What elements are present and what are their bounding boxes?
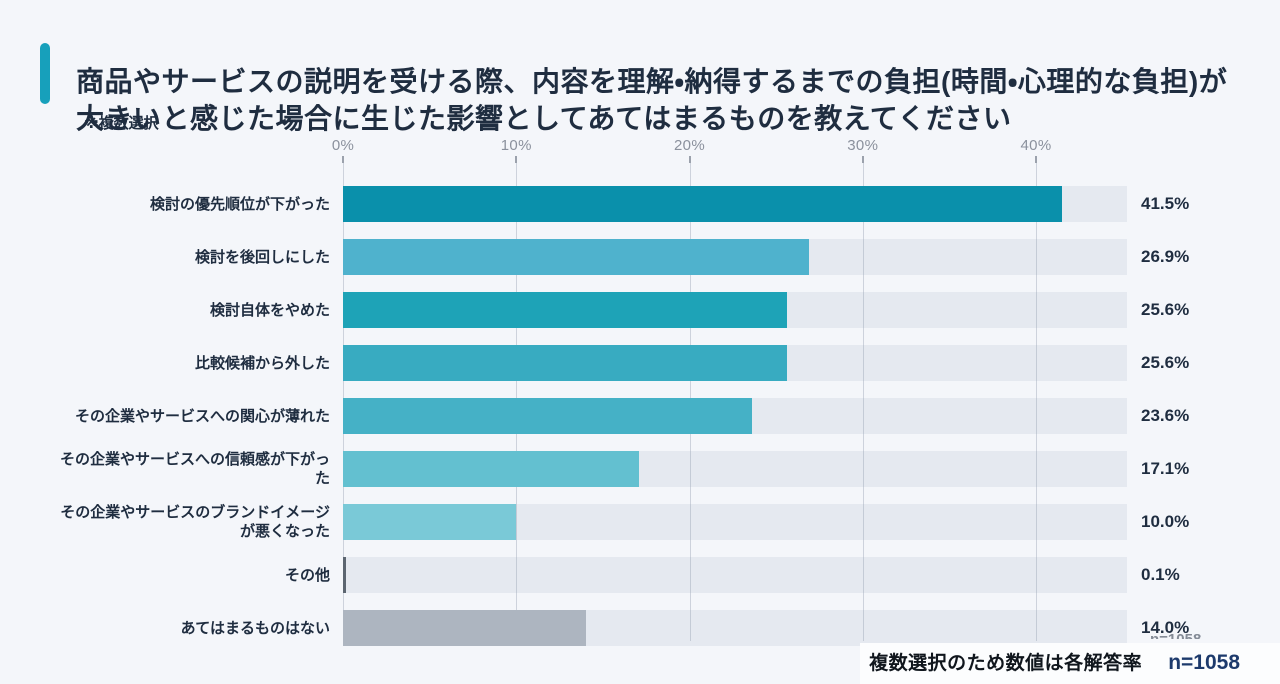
bar-track — [343, 557, 1127, 593]
category-label: 比較候補から外した — [194, 354, 330, 372]
sample-size: n=1058 — [1168, 651, 1240, 674]
category-label: その企業やサービスのブランドイメージ が悪くなった — [60, 504, 330, 540]
bar-segment[interactable] — [343, 610, 586, 646]
value-label: 0.1% — [1141, 565, 1180, 584]
x-axis-tick-mark — [688, 156, 691, 163]
x-axis-tick-mark — [342, 156, 344, 163]
gridline — [862, 163, 864, 641]
bar-segment[interactable] — [343, 451, 640, 487]
bar-segment[interactable] — [343, 398, 752, 434]
bar-segment[interactable] — [343, 345, 787, 381]
category-label: その他 — [284, 566, 330, 584]
bar-segment[interactable] — [343, 239, 810, 275]
category-label: 検討の優先順位が下がった — [149, 195, 330, 213]
category-label: 検討を後回しにした — [194, 248, 330, 266]
value-label: 23.6% — [1141, 406, 1190, 425]
title-accent-bar — [40, 43, 50, 104]
x-axis-tick-mark — [1035, 156, 1037, 163]
category-label: あてはまるものはない — [180, 619, 330, 637]
value-label: 25.6% — [1141, 353, 1190, 372]
bar-segment[interactable] — [343, 557, 346, 593]
x-axis-tick-label: 40% — [1020, 137, 1052, 154]
page-title: 商品やサービスの説明を受ける際、内容を理解・納得するまでの負担(時間・心理的な負… — [76, 65, 1228, 134]
chart-footnote: 複数選択のため数値は各解答率 n=1058 — [869, 648, 1240, 675]
value-label: 14.0% — [1141, 618, 1190, 637]
category-label: その企業やサービスへの信頼感が下がっ た — [59, 451, 330, 487]
footnote-text: 複数選択のため数値は各解答率 — [869, 653, 1143, 674]
value-label: 41.5% — [1141, 194, 1190, 213]
gridline — [1036, 163, 1037, 641]
category-label: その企業やサービスへの関心が薄れた — [74, 407, 330, 425]
x-axis-tick-label: 10% — [500, 137, 532, 154]
value-label: 17.1% — [1141, 459, 1190, 478]
x-axis-tick-label: 20% — [674, 137, 705, 154]
category-label: 検討自体をやめた — [209, 301, 330, 319]
x-axis-tick-mark — [515, 156, 518, 163]
bar-segment[interactable] — [343, 186, 1062, 222]
bar-segment[interactable] — [343, 292, 787, 328]
footer-background — [860, 643, 1280, 684]
x-axis-tick-mark — [861, 156, 864, 163]
covered-text-fragment: n=1058 — [1150, 631, 1220, 639]
value-label: 10.0% — [1141, 512, 1190, 531]
x-axis-tick-label: 30% — [847, 137, 879, 154]
bar-segment[interactable] — [343, 504, 517, 540]
multi-select-note: ※複数選択 — [84, 115, 159, 132]
value-label: 26.9% — [1141, 247, 1190, 266]
value-label: 25.6% — [1141, 300, 1190, 319]
x-axis-tick-label: 0% — [331, 137, 355, 154]
